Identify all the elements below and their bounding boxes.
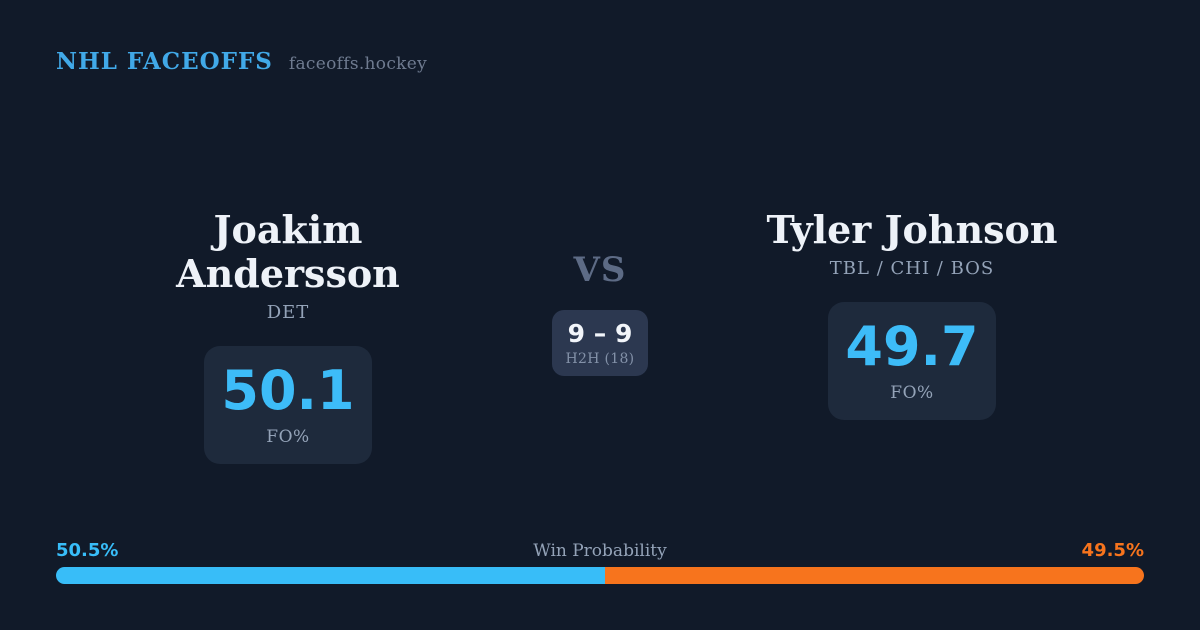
player-left-name: Joakim Andersson (176, 207, 400, 296)
player-right-stat-box: 49.7 FO% (828, 302, 996, 420)
winprob-fill-left (56, 567, 606, 584)
vs-label: VS (573, 250, 627, 290)
player-right-stat-label: FO% (890, 382, 934, 403)
player-right-column: Tyler Johnson TBL / CHI / BOS 49.7 FO% (720, 208, 1104, 420)
winprob-labels: 50.5% Win Probability 49.5% (56, 540, 1144, 564)
h2h-box: 9 – 9 H2H (18) (552, 310, 648, 376)
header: NHL FACEOFFS faceoffs.hockey (56, 48, 427, 75)
player-left-stat-label: FO% (266, 426, 310, 447)
player-right-fo-pct: 49.7 (845, 314, 979, 378)
versus-column: VS 9 – 9 H2H (18) (480, 250, 720, 376)
winprob-title: Win Probability (533, 541, 667, 561)
h2h-score: 9 – 9 (567, 318, 633, 348)
player-left-teams: DET (266, 302, 310, 323)
h2h-label: H2H (18) (565, 350, 635, 367)
player-left-stat-box: 50.1 FO% (204, 346, 372, 464)
brand-title: NHL FACEOFFS (56, 48, 273, 75)
site-url: faceoffs.hockey (288, 54, 428, 74)
player-left-column: Joakim Andersson DET 50.1 FO% (96, 208, 480, 464)
player-left-fo-pct: 50.1 (221, 358, 355, 422)
winprob-left-pct: 50.5% (56, 540, 119, 561)
player-right-teams: TBL / CHI / BOS (829, 258, 995, 279)
winprob-fill-right (605, 567, 1144, 584)
winprob-right-pct: 49.5% (1081, 540, 1144, 561)
winprob-bar (56, 567, 1144, 584)
player-right-name: Tyler Johnson (766, 207, 1058, 252)
